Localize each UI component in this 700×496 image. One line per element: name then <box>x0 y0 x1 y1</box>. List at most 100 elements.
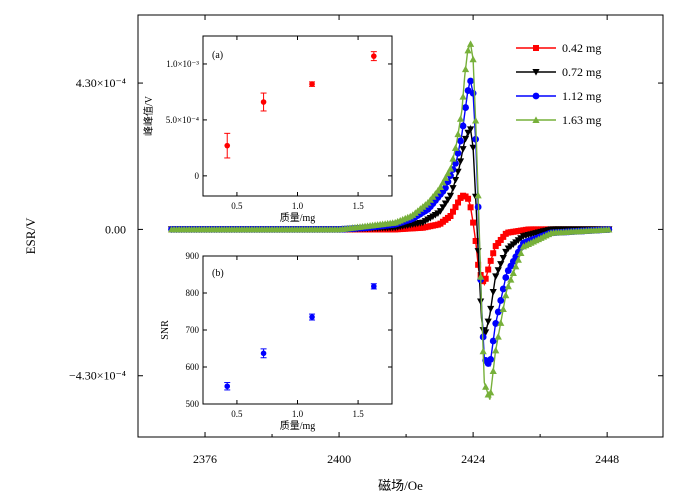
series-point <box>446 192 455 200</box>
series-point <box>495 240 502 247</box>
series-point <box>487 388 495 396</box>
inset-frame <box>202 35 393 197</box>
series-point <box>494 267 502 274</box>
x-tick-label: 2448 <box>595 452 619 466</box>
series-point <box>449 155 457 162</box>
series-point <box>454 130 462 138</box>
series-point <box>502 274 510 281</box>
inset-point <box>309 314 315 320</box>
y-tick-label: 4.30×10⁻⁴ <box>76 76 126 90</box>
inset-y-tick-label: 500 <box>186 399 200 409</box>
series-point <box>500 233 507 240</box>
series-point <box>497 236 504 243</box>
series-point <box>450 208 456 215</box>
series-point <box>492 243 499 250</box>
series-point <box>497 297 505 304</box>
series-point <box>482 275 489 282</box>
legend-label: 1.63 mg <box>562 113 601 127</box>
series-point <box>489 289 497 296</box>
series-point <box>484 318 492 326</box>
series-point <box>474 191 482 199</box>
series-point <box>482 383 490 390</box>
series-point <box>464 87 472 94</box>
x-tick-label: 2400 <box>327 452 351 466</box>
series-point <box>467 204 474 211</box>
series-point <box>499 254 507 262</box>
series-point <box>441 200 450 208</box>
inset-y-tick-label: 600 <box>186 362 200 372</box>
series-point <box>459 93 467 100</box>
inset-x-tick-label: 1.0 <box>292 201 304 211</box>
series-point <box>605 225 613 233</box>
series-point <box>489 367 497 374</box>
series-point <box>497 319 505 326</box>
series-point <box>479 347 487 355</box>
inset-point <box>371 53 377 59</box>
inset-y-tick-label: 0 <box>195 171 200 181</box>
inset-x-tick-label: 0.5 <box>231 201 243 211</box>
inset-x-tick-label: 1.5 <box>352 201 364 211</box>
inset-x-axis-title: 质量/mg <box>280 212 316 224</box>
inset-panel-label: (b) <box>212 268 224 279</box>
series-1.63-mg <box>167 40 613 400</box>
series-point <box>462 104 469 111</box>
inset-frame <box>202 255 393 405</box>
inset-x-tick-label: 0.5 <box>231 409 243 419</box>
inset-y-tick-label: 900 <box>186 251 200 261</box>
series-point <box>492 273 500 280</box>
series-point <box>492 346 500 354</box>
legend-label: 1.12 mg <box>562 89 601 103</box>
series-point <box>492 320 500 327</box>
series-point <box>447 213 454 220</box>
inset-y-tick-label: 5.0×10⁻⁴ <box>166 115 199 125</box>
series-point <box>512 262 520 270</box>
series-point <box>470 219 477 226</box>
series-point <box>466 126 475 133</box>
series-point <box>444 196 452 204</box>
series-point <box>449 185 457 192</box>
inset-point <box>224 383 231 390</box>
series-point <box>456 115 465 122</box>
series-point <box>490 250 497 257</box>
inset-a: 0.5 1.0 1.5 0 5.0×10⁻⁴ 1.0×10⁻³ (a) 质量/mg 峰峰值/V <box>142 35 393 224</box>
x-tick-label: 2376 <box>193 452 217 466</box>
series-point <box>456 158 465 165</box>
series-point <box>436 208 445 215</box>
series-point <box>451 144 460 151</box>
inset-x-tick-label: 1.0 <box>292 409 304 419</box>
legend-marker <box>533 45 539 51</box>
inset-b: 0.5 1.0 1.5 500 600 700 800 900 (b) 质量/mg SNR <box>160 251 393 432</box>
series-point <box>477 298 485 306</box>
series-point <box>487 257 494 264</box>
series-point <box>451 176 460 184</box>
inset-point <box>224 142 231 149</box>
inset-point <box>260 99 267 105</box>
series-point <box>465 195 472 202</box>
series-point <box>514 256 522 263</box>
series-point <box>494 333 502 340</box>
series-point <box>469 144 477 152</box>
series-point <box>446 165 455 172</box>
series-point <box>482 329 490 336</box>
series-point <box>517 249 525 257</box>
y-tick-label: −4.30×10⁻⁴ <box>69 369 126 383</box>
inset-point <box>260 350 267 357</box>
series-point <box>457 137 464 145</box>
legend-marker <box>532 92 540 100</box>
series-point <box>497 261 505 268</box>
legend-marker <box>532 116 540 123</box>
series-point <box>494 308 502 316</box>
series-point <box>504 282 512 290</box>
inset-x-axis-title: 质量/mg <box>280 420 316 432</box>
series-point <box>439 204 447 211</box>
series-point <box>455 199 462 206</box>
series-point <box>444 169 452 177</box>
series-point <box>487 305 495 313</box>
y-axis-title: ESR/V <box>23 217 38 254</box>
series-point <box>485 266 492 273</box>
main-plot: 2376 2400 2424 2448 4.30×10⁻⁴ 0.00 −4.30×10⁻⁴ 磁… <box>23 14 664 493</box>
inset-panel-label: (a) <box>212 50 223 61</box>
inset-y-tick-label: 1.0×10⁻³ <box>166 59 199 69</box>
inset-y-axis-title: 峰峰值/V <box>142 95 155 136</box>
